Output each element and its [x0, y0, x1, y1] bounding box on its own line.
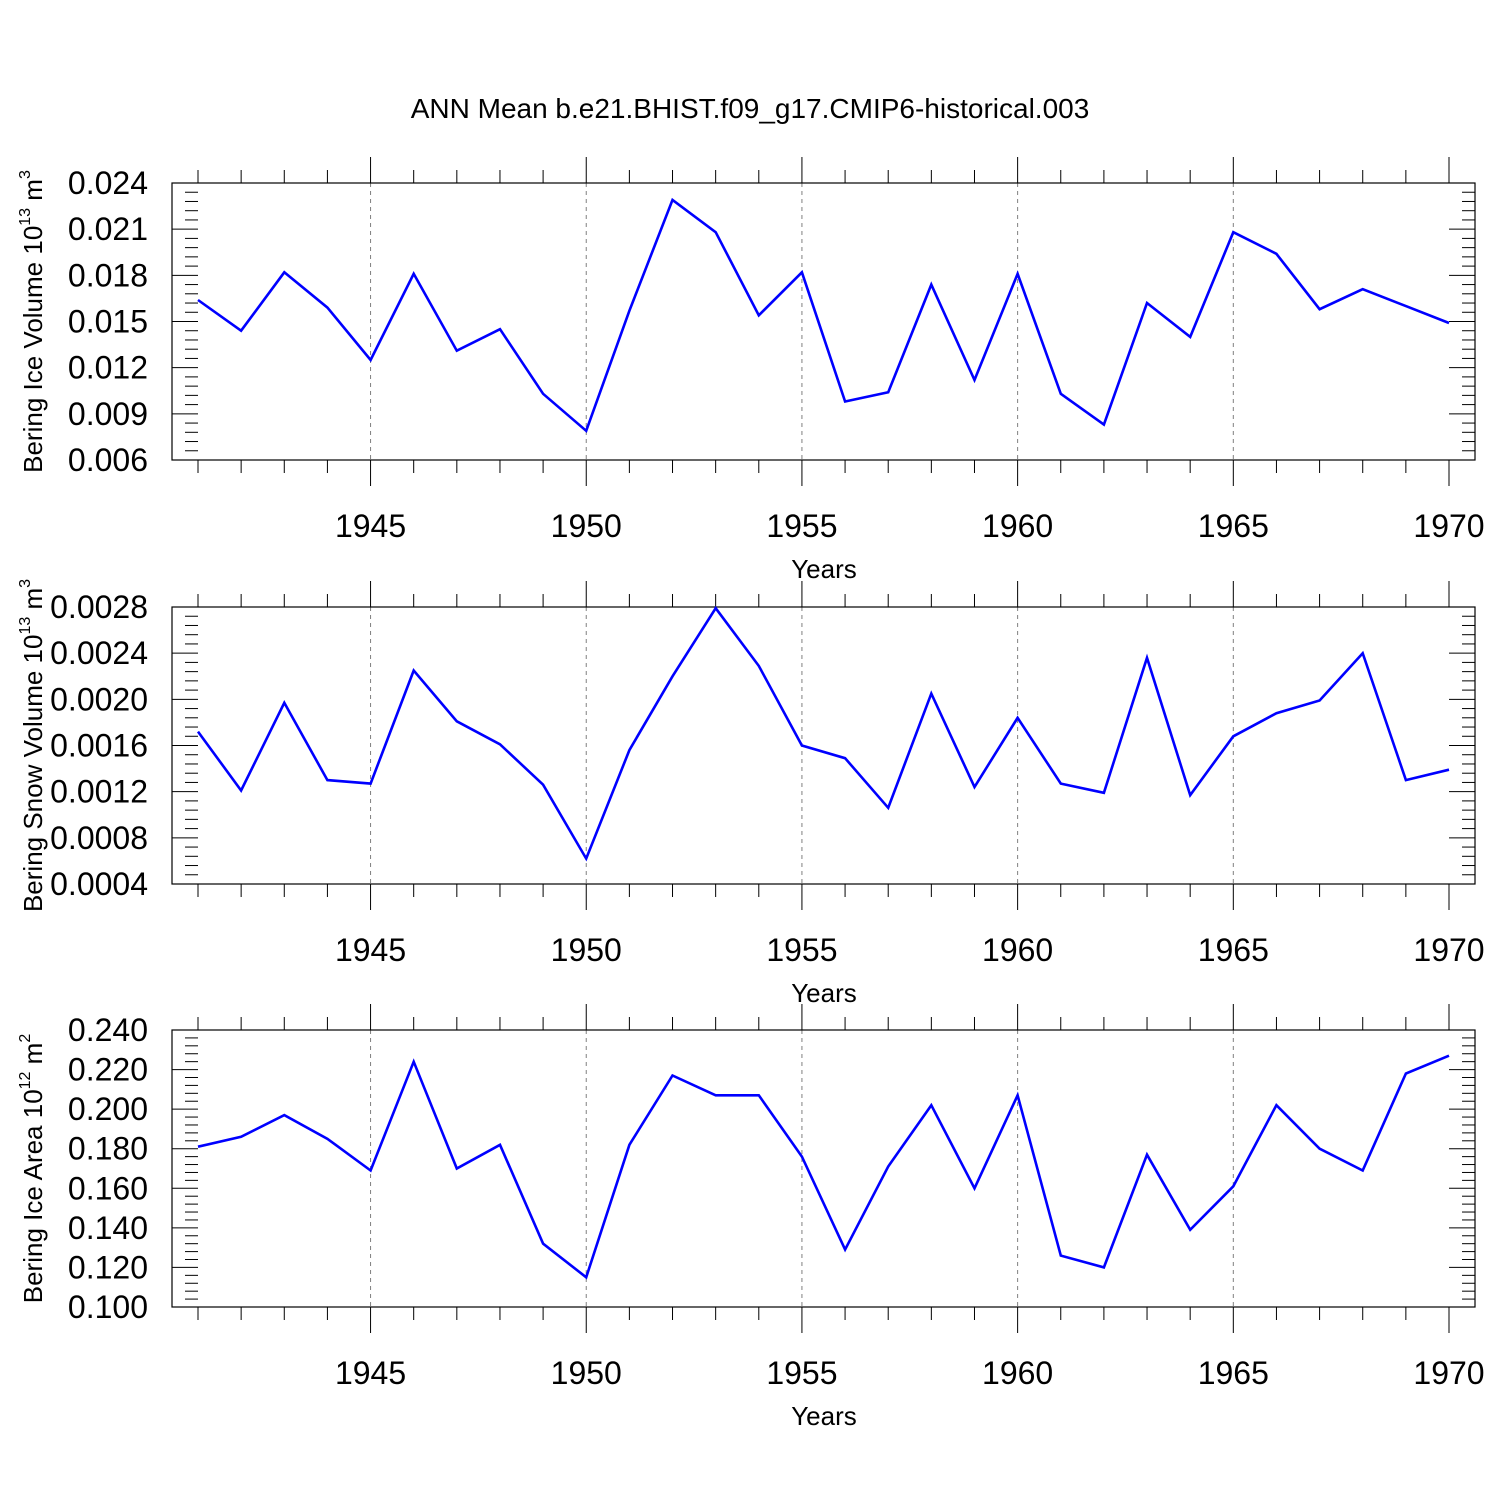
y-tick-label: 0.240	[68, 1012, 148, 1048]
x-axis-label: Years	[791, 1401, 857, 1431]
x-tick-label: 1960	[982, 932, 1053, 968]
x-tick-label: 1955	[766, 932, 837, 968]
chart-panel-3: 1945 1950 1955 1960 1965 1970Years0.1000.1200…	[17, 1004, 1485, 1431]
x-tick-label: 1950	[551, 1355, 622, 1391]
y-tick-label: 0.0016	[50, 728, 148, 764]
y-tick-label: 0.0024	[50, 635, 148, 671]
y-tick-label: 0.100	[68, 1289, 148, 1325]
x-tick-label: 1945	[335, 1355, 406, 1391]
panels: 1945 1950 1955 1960 1965 1970 Years 0.006 0.009 0…	[17, 157, 1485, 1431]
figure-title: ANN Mean b.e21.BHIST.f09_g17.CMIP6-histo…	[411, 93, 1090, 124]
y-tick-label: 0.120	[68, 1249, 148, 1285]
x-tick-label: 1965	[1198, 1355, 1269, 1391]
x-tick-label: 1945	[335, 508, 406, 544]
x-tick-label: 1950	[551, 932, 622, 968]
y-tick-label: 0.0012	[50, 774, 148, 810]
x-axis-label: Years	[791, 554, 857, 584]
x-tick-label: 1970	[1413, 1355, 1484, 1391]
y-tick-label: 0.021	[68, 211, 148, 247]
chart-panel-2: 1945 1950 1955 1960 1965 1970 Years 0.0004 0.000…	[17, 579, 1485, 1008]
x-tick-label: 1955	[766, 1355, 837, 1391]
x-tick-label: 1950	[551, 508, 622, 544]
y-tick-label: 0.0028	[50, 589, 148, 625]
x-axis-label: Years	[791, 978, 857, 1008]
y-tick-label: 0.006	[68, 442, 148, 478]
x-tick-label: 1965	[1198, 932, 1269, 968]
y-tick-label: 0.200	[68, 1091, 148, 1127]
y-axis-label: Bering Ice Volume 1013 m3	[17, 170, 48, 473]
y-tick-label: 0.220	[68, 1052, 148, 1088]
plot-frame	[171, 606, 1476, 885]
x-tick-label: 1960	[982, 1355, 1053, 1391]
x-tick-label: 1955	[766, 508, 837, 544]
series-line	[197, 197, 1450, 434]
x-tick-label: 1965	[1198, 508, 1269, 544]
y-tick-label: 0.009	[68, 396, 148, 432]
y-tick-label: 0.018	[68, 257, 148, 293]
y-tick-label: 0.180	[68, 1131, 148, 1167]
x-tick-label: 1970	[1413, 508, 1484, 544]
x-tick-label: 1970	[1413, 932, 1484, 968]
y-tick-label: 0.024	[68, 165, 148, 201]
y-tick-label: 0.012	[68, 350, 148, 386]
chart-panel-1: 1945 1950 1955 1960 1965 1970 Years 0.006 0.009 0…	[17, 157, 1485, 584]
y-tick-label: 0.0020	[50, 681, 148, 717]
y-tick-label: 0.160	[68, 1170, 148, 1206]
y-tick-label: 0.015	[68, 304, 148, 340]
y-axis-label: Bering Ice Area 1012 m2	[17, 1034, 48, 1304]
x-tick-label: 1945	[335, 932, 406, 968]
plot-frame	[171, 1029, 1476, 1308]
y-tick-label: 0.0004	[50, 866, 148, 902]
x-tick-label: 1960	[982, 508, 1053, 544]
y-tick-label: 0.0008	[50, 820, 148, 856]
plot-frame	[171, 182, 1476, 461]
y-axis-label: Bering Snow Volume 1013 m3	[17, 579, 48, 912]
series-line	[197, 1054, 1450, 1280]
y-tick-label: 0.140	[68, 1210, 148, 1246]
series-line	[196, 605, 1450, 862]
